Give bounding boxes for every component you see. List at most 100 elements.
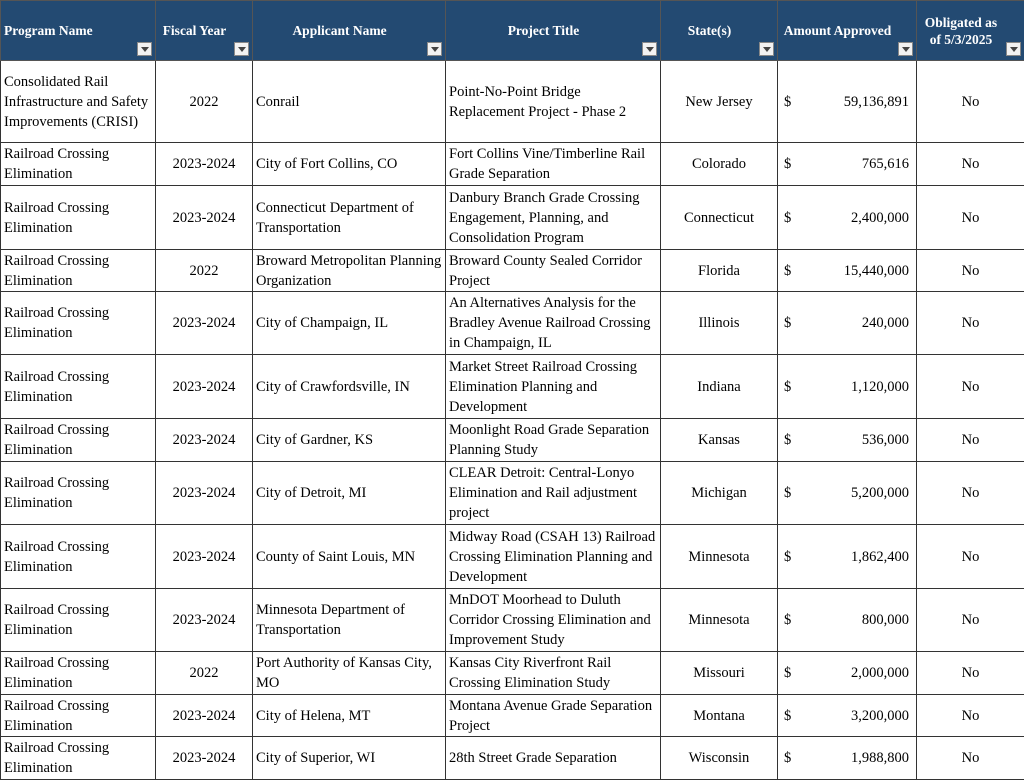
table-row: Railroad Crossing Elimination 2023-2024 Ci… [0, 142, 1024, 186]
table-cell: No [916, 418, 1024, 462]
table-cell: Railroad Crossing Elimination [0, 418, 156, 462]
table-cell: $ [777, 354, 800, 419]
table-cell: 536,000 [799, 418, 917, 462]
header-label: Obligated as of 5/3/2025 [924, 14, 998, 47]
table-cell: No [916, 588, 1024, 652]
column-header: Program Name [0, 0, 156, 61]
filter-button[interactable] [234, 42, 249, 56]
table-cell: City of Gardner, KS [252, 418, 446, 462]
table-cell: 2022 [155, 249, 253, 292]
table-cell: $ [777, 185, 800, 250]
table-cell: $ [777, 694, 800, 737]
column-header: State(s) [660, 0, 778, 61]
table-cell: Minnesota Department of Transportation [252, 588, 446, 652]
table-row: Railroad Crossing Elimination 2023-2024 Ci… [0, 291, 1024, 355]
table-cell: Broward County Sealed Corridor Project [445, 249, 661, 292]
table-cell: Railroad Crossing Elimination [0, 588, 156, 652]
table-cell: 1,862,400 [799, 524, 917, 589]
table-cell: Indiana [660, 354, 778, 419]
table-cell: Railroad Crossing Elimination [0, 249, 156, 292]
table-cell: No [916, 185, 1024, 250]
table-cell: Moonlight Road Grade Separation Planning… [445, 418, 661, 462]
column-header: Amount Approved [777, 0, 917, 61]
table-cell: $ [777, 461, 800, 525]
table-cell: Railroad Crossing Elimination [0, 291, 156, 355]
column-header: Project Title [445, 0, 661, 61]
table-cell: Railroad Crossing Elimination [0, 694, 156, 737]
table-cell: No [916, 142, 1024, 186]
filter-button[interactable] [427, 42, 442, 56]
table-row: Consolidated Rail Infrastructure and Saf… [0, 60, 1024, 143]
table-cell: $ [777, 60, 800, 143]
table-cell: $ [777, 291, 800, 355]
table-cell: Point-No-Point Bridge Replacement Projec… [445, 60, 661, 143]
filter-button[interactable] [1006, 42, 1021, 56]
filter-button[interactable] [642, 42, 657, 56]
table-cell: Michigan [660, 461, 778, 525]
table-cell: Minnesota [660, 588, 778, 652]
table-cell: City of Detroit, MI [252, 461, 446, 525]
table-cell: 2023-2024 [155, 142, 253, 186]
table-cell: 2023-2024 [155, 185, 253, 250]
table-cell: City of Champaign, IL [252, 291, 446, 355]
table-cell: $ [777, 588, 800, 652]
header-label: Fiscal Year [162, 23, 227, 38]
table-cell: Fort Collins Vine/Timberline Rail Grade … [445, 142, 661, 186]
column-header: Applicant Name [252, 0, 446, 61]
header-label: Amount Approved [783, 23, 892, 38]
column-header: Obligated as of 5/3/2025 [916, 0, 1024, 61]
table-cell: City of Crawfordsville, IN [252, 354, 446, 419]
table-cell: 5,200,000 [799, 461, 917, 525]
table-cell: 2023-2024 [155, 418, 253, 462]
table-cell: City of Helena, MT [252, 694, 446, 737]
table-cell: Connecticut [660, 185, 778, 250]
table-cell: 28th Street Grade Separation [445, 736, 661, 780]
table-cell: 2023-2024 [155, 524, 253, 589]
table-cell: Montana Avenue Grade Separation Project [445, 694, 661, 737]
table-row: Railroad Crossing Elimination 2023-2024 Ci… [0, 736, 1024, 780]
table-cell: Colorado [660, 142, 778, 186]
table-cell: $ [777, 249, 800, 292]
table-cell: No [916, 60, 1024, 143]
filter-button[interactable] [898, 42, 913, 56]
header-label: State(s) [687, 23, 732, 38]
header-label: Program Name [4, 23, 93, 38]
filter-button[interactable] [137, 42, 152, 56]
table-cell: Kansas [660, 418, 778, 462]
table-cell: Kansas City Riverfront Rail Crossing Eli… [445, 651, 661, 695]
table-row: Railroad Crossing Elimination 2023-2024 Ci… [0, 461, 1024, 525]
table-cell: 2023-2024 [155, 354, 253, 419]
table-cell: Minnesota [660, 524, 778, 589]
table-cell: Railroad Crossing Elimination [0, 142, 156, 186]
table-cell: 15,440,000 [799, 249, 917, 292]
table-row: Railroad Crossing Elimination 2023-2024 Mi… [0, 588, 1024, 652]
table-cell: 2023-2024 [155, 588, 253, 652]
table-cell: 2022 [155, 651, 253, 695]
table-cell: $ [777, 418, 800, 462]
table-row: Railroad Crossing Elimination 2023-2024 Co… [0, 185, 1024, 250]
table-cell: 240,000 [799, 291, 917, 355]
table-cell: CLEAR Detroit: Central-Lonyo Elimination… [445, 461, 661, 525]
table-cell: Broward Metropolitan Planning Organizati… [252, 249, 446, 292]
table-cell: No [916, 736, 1024, 780]
table-cell: Montana [660, 694, 778, 737]
table-cell: 2022 [155, 60, 253, 143]
table-cell: An Alternatives Analysis for the Bradley… [445, 291, 661, 355]
table-row: Railroad Crossing Elimination 2023-2024 Ci… [0, 354, 1024, 419]
table-cell: No [916, 694, 1024, 737]
table-cell: 2023-2024 [155, 694, 253, 737]
table-cell: City of Superior, WI [252, 736, 446, 780]
table-cell: $ [777, 524, 800, 589]
table-row: Railroad Crossing Elimination 2023-2024 Ci… [0, 694, 1024, 737]
table-cell: 1,988,800 [799, 736, 917, 780]
table-cell: 765,616 [799, 142, 917, 186]
table-row: Railroad Crossing Elimination 2022 Port Au… [0, 651, 1024, 695]
table-cell: No [916, 651, 1024, 695]
header-label: Project Title [507, 23, 580, 38]
table-cell: $ [777, 736, 800, 780]
table-cell: MnDOT Moorhead to Duluth Corridor Crossi… [445, 588, 661, 652]
table-cell: 59,136,891 [799, 60, 917, 143]
filter-button[interactable] [759, 42, 774, 56]
table-cell: Consolidated Rail Infrastructure and Saf… [0, 60, 156, 143]
